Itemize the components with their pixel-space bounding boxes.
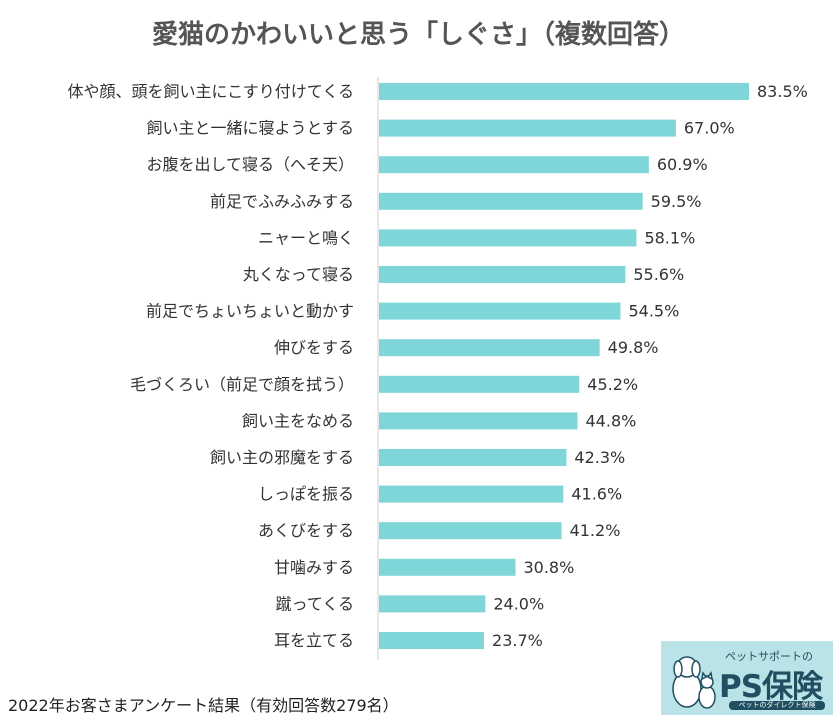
category-label: 伸びをする [274,338,354,357]
value-label: 45.2% [587,375,638,394]
bar [379,302,621,320]
bar [379,412,578,430]
value-label: 54.5% [628,302,679,321]
logo-tagline: ペットサポートの [725,650,813,663]
bar [379,375,580,393]
value-label: 23.7% [492,631,543,650]
bar [379,558,516,576]
chart-title: 愛猫のかわいいと思う「しぐさ」（複数回答） [151,20,685,50]
logo-subline: ペットのダイレクト保険 [729,701,825,710]
bar [379,229,637,247]
survey-footnote: 2022年お客さまアンケート結果（有効回答数279名） [8,696,399,715]
bar [379,339,600,357]
value-label: 41.2% [570,521,621,540]
value-label: 55.6% [633,265,684,284]
bar [379,595,486,613]
bar [379,485,564,503]
bar [379,632,485,649]
category-label: お腹を出して寝る（へそ天） [146,155,354,174]
value-label: 30.8% [523,558,574,577]
value-label: 44.8% [586,411,637,430]
value-label: 49.8% [608,338,659,357]
category-label: 前足でふみふみする [210,192,354,211]
category-label: 甘噛みする [274,558,354,577]
value-label: 41.6% [571,485,622,504]
category-label: 体や顔、頭を飼い主にこすり付けてくる [67,82,354,101]
category-label: ニャーと鳴く [258,228,354,247]
category-label: 飼い主と一緒に寝ようとする [146,119,354,138]
category-label: しっぽを振る [258,485,354,504]
value-label: 59.5% [651,192,702,211]
category-label: 耳を立てる [274,631,354,650]
value-label: 58.1% [644,228,695,247]
dog-and-cat-icon [672,656,716,709]
category-label: 前足でちょいちょいと動かす [146,302,354,321]
bar [379,522,562,540]
category-label: 飼い主の邪魔をする [210,448,354,467]
category-label: 蹴ってくる [276,594,354,613]
value-label: 83.5% [757,82,808,101]
category-label: 毛づくろい（前足で顔を拭う） [130,375,354,394]
value-label: 67.0% [684,119,735,138]
bar [379,83,749,100]
category-label: 丸くなって寝る [243,265,354,284]
bar [379,266,626,283]
value-label: 60.9% [657,155,708,174]
category-label: あくびをする [258,521,354,540]
bar [379,192,643,210]
bar [379,449,567,466]
bar [379,156,649,174]
ps-insurance-logo: ペットサポートの PS保険 ペットのダイレクト保険 [661,641,833,715]
value-label: 42.3% [574,448,625,467]
value-label: 24.0% [493,594,544,613]
logo-name: PS保険 [719,669,823,705]
category-label: 飼い主をなめる [242,411,354,430]
bar [379,119,676,137]
